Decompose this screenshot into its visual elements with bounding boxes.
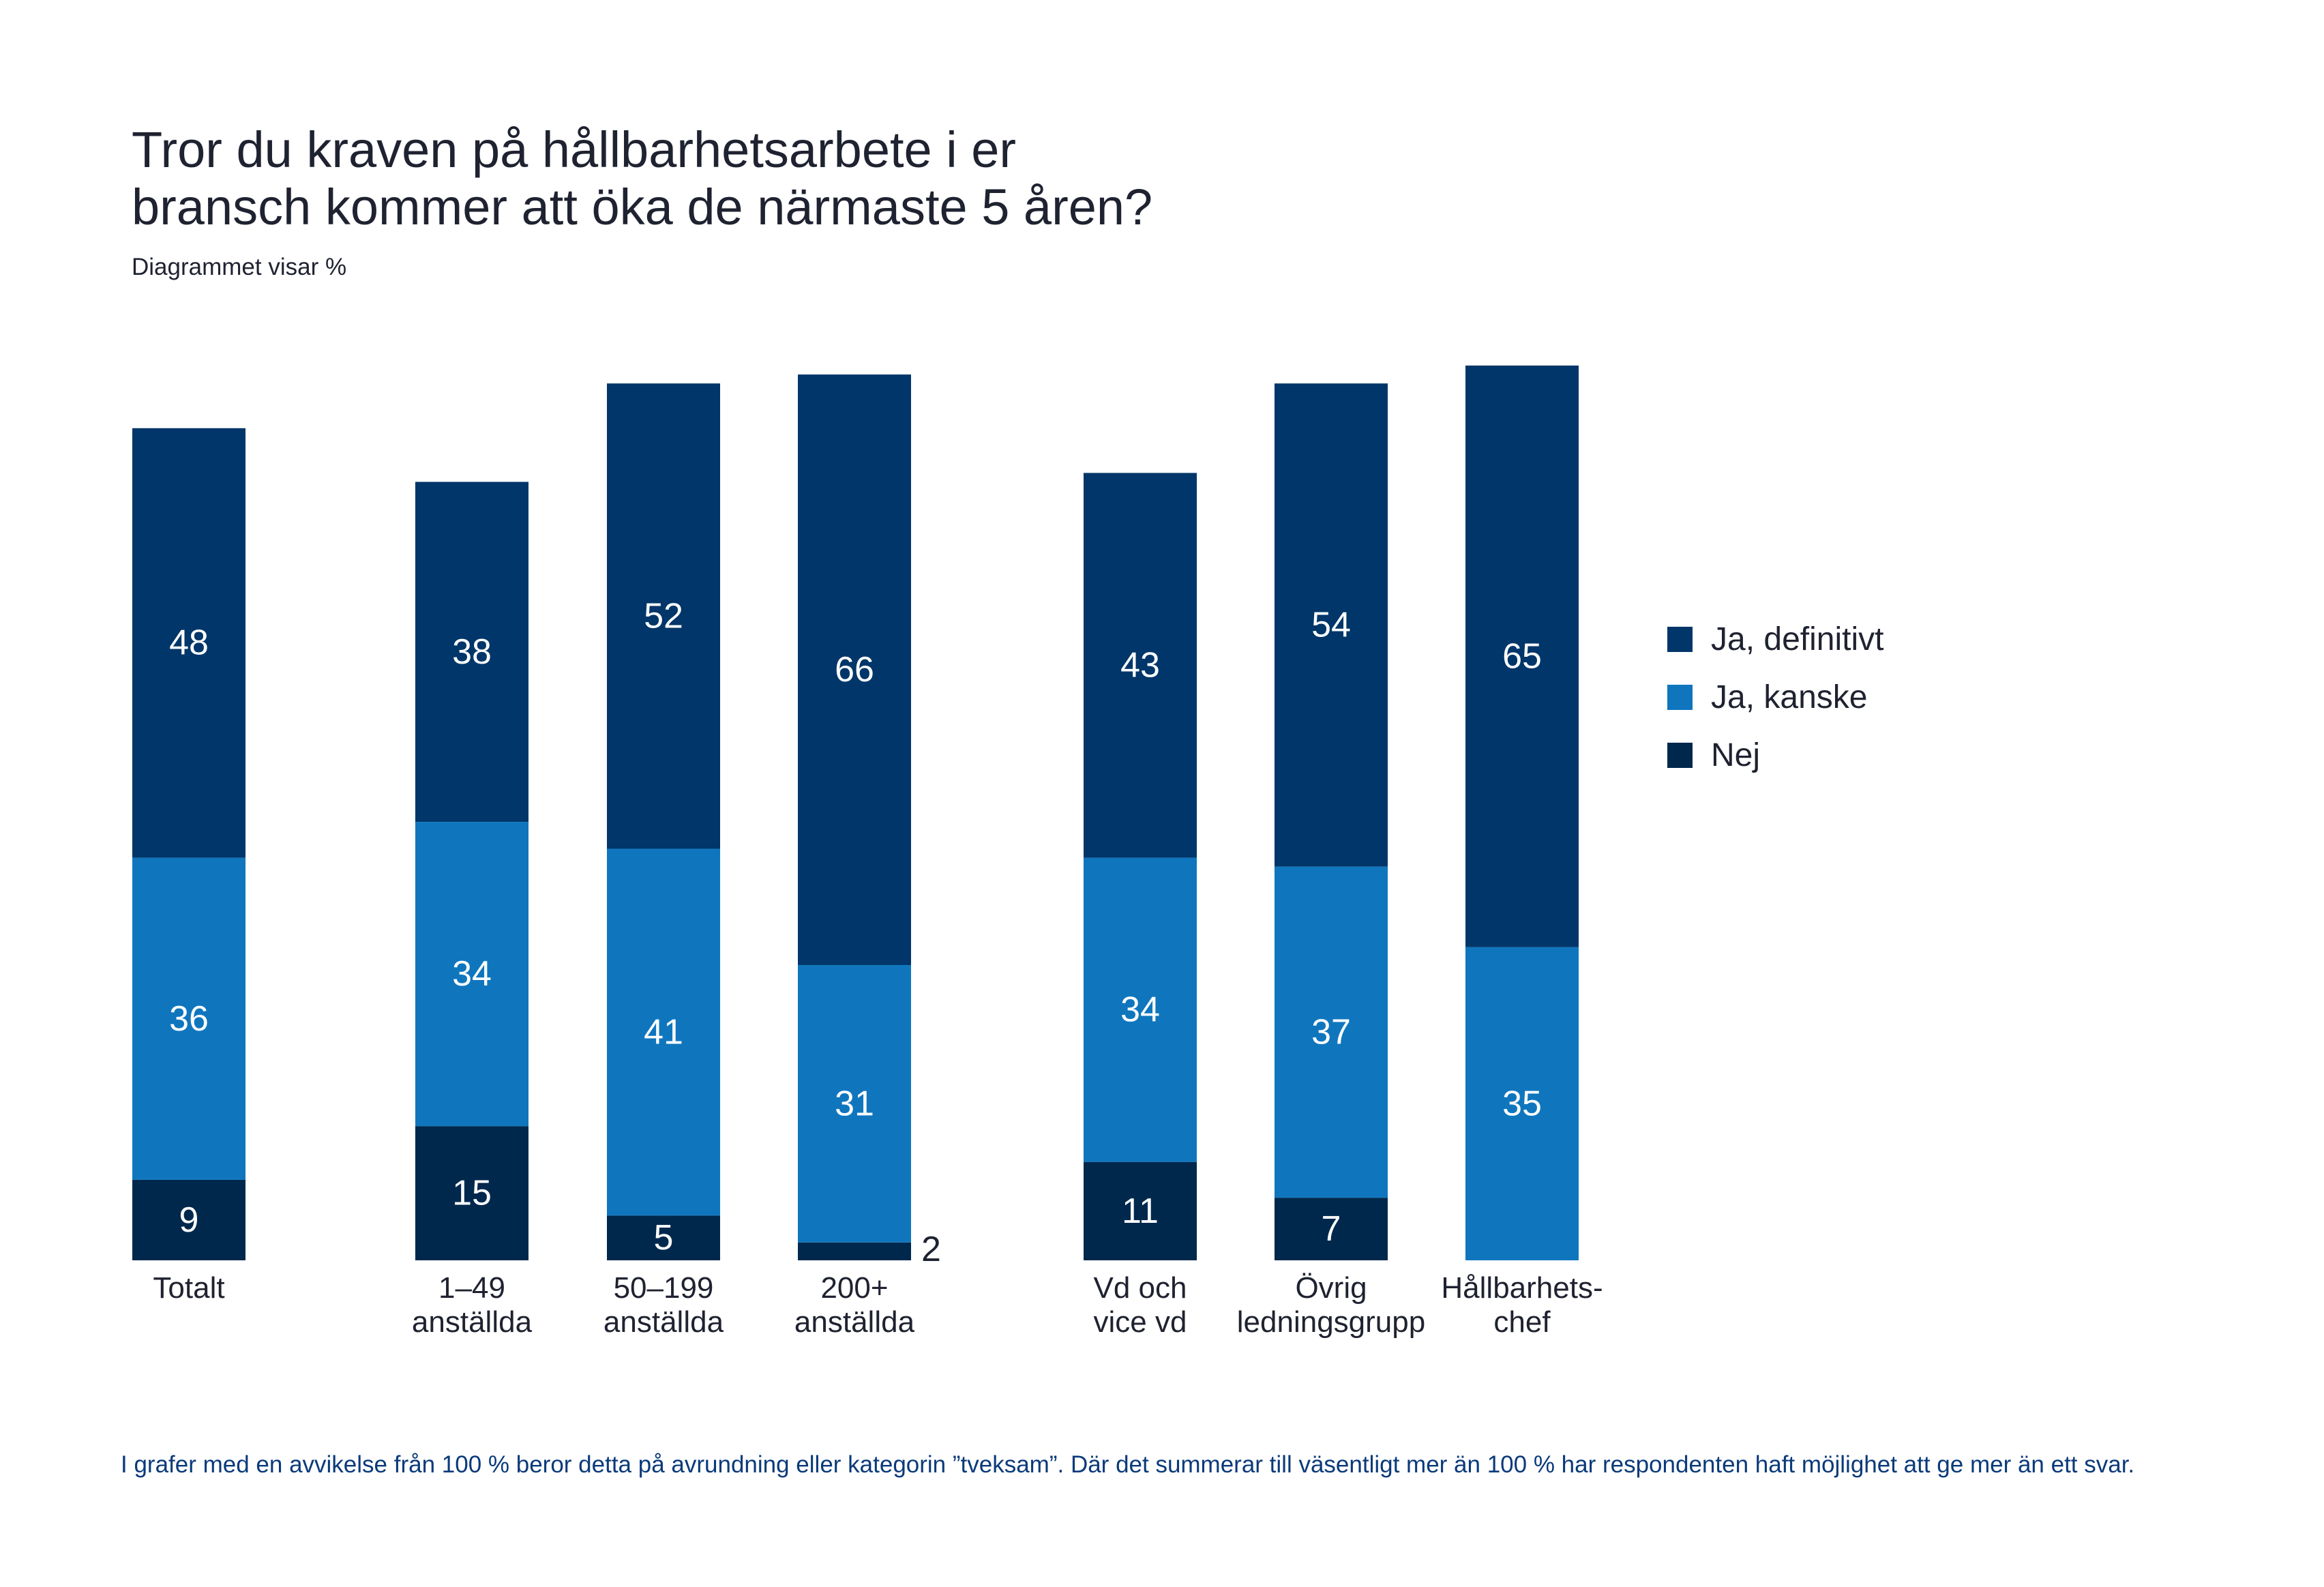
- legend-label-nej: Nej: [1711, 737, 1761, 773]
- data-label-5-ja-kanske: 34: [1120, 990, 1160, 1030]
- data-label-2-ja-kanske: 34: [452, 954, 492, 994]
- legend-label-ja-kanske: Ja, kanske: [1711, 679, 1868, 715]
- chart-title: Tror du kraven på hållbarhetsarbete i er…: [132, 121, 1291, 236]
- category-label-2-line-2: anställda: [412, 1305, 533, 1339]
- data-label-4-nej: 2: [921, 1230, 941, 1269]
- bar-1-ja-kanske: [132, 857, 245, 1180]
- legend-swatch-ja-definitivt: [1667, 627, 1693, 652]
- data-label-2-ja-definitivt: 38: [452, 632, 492, 672]
- bar-1-ja-definitivt: [132, 428, 245, 858]
- category-label-5-line-2: vice vd: [1094, 1305, 1187, 1339]
- chart-subtitle: Diagrammet visar %: [132, 254, 347, 280]
- bar-6-ja-definitivt: [1275, 383, 1388, 867]
- bar-4-ja-kanske: [798, 965, 911, 1243]
- category-label-4-line-1: 200+: [820, 1271, 888, 1305]
- legend-swatch-ja-kanske: [1667, 685, 1693, 710]
- data-label-5-nej: 11: [1122, 1191, 1159, 1231]
- bar-6-nej: [1275, 1198, 1388, 1260]
- data-label-6-ja-definitivt: 54: [1311, 605, 1351, 644]
- bar-5-ja-kanske: [1084, 857, 1197, 1162]
- data-label-7-ja-definitivt: 65: [1502, 636, 1542, 676]
- footnote: I grafer med en avvikelse från 100 % ber…: [121, 1451, 2135, 1478]
- data-label-4-ja-definitivt: 66: [835, 650, 874, 689]
- bar-2-ja-kanske: [415, 822, 528, 1127]
- bar-7-ja-definitivt: [1465, 366, 1579, 947]
- data-label-1-nej: 9: [179, 1200, 199, 1240]
- data-label-6-ja-kanske: 37: [1311, 1012, 1351, 1052]
- bar-3-ja-kanske: [607, 848, 720, 1216]
- bar-3-ja-definitivt: [607, 383, 720, 849]
- bar-4-nej: [798, 1242, 911, 1260]
- category-label-7-line-1: Hållbarhets-: [1441, 1271, 1603, 1305]
- data-label-7-ja-kanske: 35: [1502, 1084, 1542, 1123]
- category-label-4-line-2: anställda: [794, 1305, 915, 1339]
- legend-label-ja-definitivt: Ja, definitivt: [1711, 621, 1884, 657]
- data-label-2-nej: 15: [452, 1174, 492, 1213]
- bar-7-ja-kanske: [1465, 947, 1579, 1260]
- bar-5-nej: [1084, 1161, 1197, 1260]
- category-label-7-line-2: chef: [1493, 1305, 1551, 1339]
- category-label-5-line-1: Vd och: [1094, 1271, 1187, 1305]
- bar-4-ja-definitivt: [798, 374, 911, 966]
- data-label-5-ja-definitivt: 43: [1120, 646, 1160, 685]
- category-label-6-line-2: ledningsgrupp: [1237, 1305, 1425, 1339]
- bar-6-ja-kanske: [1275, 866, 1388, 1198]
- category-label-6-line-1: Övrig: [1295, 1271, 1367, 1305]
- category-label-3-line-2: anställda: [604, 1305, 724, 1339]
- title-line-2: bransch kommer att öka de närmaste 5 åre…: [132, 179, 1153, 235]
- data-label-1-ja-definitivt: 48: [169, 623, 209, 663]
- bar-5-ja-definitivt: [1084, 473, 1197, 858]
- bar-2-nej: [415, 1126, 528, 1260]
- data-label-4-ja-kanske: 31: [835, 1084, 874, 1123]
- data-label-3-nej: 5: [654, 1218, 674, 1258]
- bar-2-ja-definitivt: [415, 481, 528, 822]
- legend-item-ja-definitivt: Ja, definitivt: [1667, 610, 1883, 668]
- legend-swatch-nej: [1667, 743, 1693, 768]
- chart-legend: Ja, definitivt Ja, kanske Nej: [1667, 610, 1883, 784]
- data-label-1-ja-kanske: 36: [169, 999, 209, 1039]
- data-label-3-ja-kanske: 41: [644, 1012, 683, 1052]
- legend-item-nej: Nej: [1667, 726, 1883, 784]
- category-label-1-line-1: Totalt: [153, 1271, 224, 1305]
- title-line-1: Tror du kraven på hållbarhetsarbete i er: [132, 121, 1017, 178]
- data-label-3-ja-definitivt: 52: [644, 596, 683, 636]
- bar-1-nej: [132, 1179, 245, 1260]
- bar-3-nej: [607, 1215, 720, 1260]
- category-label-3-line-1: 50–199: [614, 1271, 714, 1305]
- data-label-6-nej: 7: [1322, 1209, 1341, 1249]
- category-label-2-line-1: 1–49: [438, 1271, 505, 1305]
- legend-item-ja-kanske: Ja, kanske: [1667, 668, 1883, 726]
